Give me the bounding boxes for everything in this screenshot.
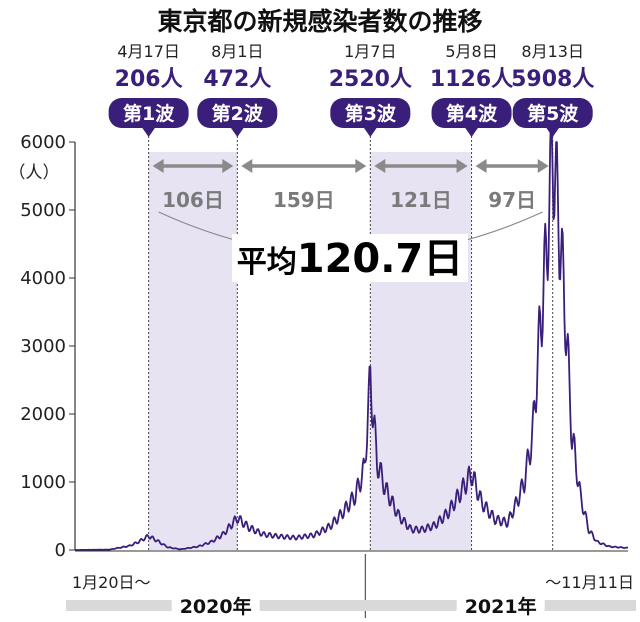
y-tick-label-6000: 6000 (20, 132, 66, 153)
wave-badge-5 (512, 98, 593, 128)
x-axis: 1月20日〜 〜11月11日 2020年 2021年 (66, 550, 636, 618)
y-tick-label-1000: 1000 (20, 472, 66, 493)
cases-series (74, 116, 629, 551)
wave-count-4: 1126人 (430, 67, 513, 92)
average-label: 平均120.7日 (237, 236, 464, 282)
x-end-label: 〜11月11日 (545, 573, 634, 592)
wave-label-3: 第3波 (345, 102, 397, 125)
average-value: 120.7日 (297, 236, 464, 282)
wave-label-4: 第4波 (446, 102, 498, 125)
cases-line (74, 116, 629, 551)
wave-count-1: 206人 (115, 67, 183, 92)
wave-date-5: 8月13日 (521, 42, 584, 61)
interval-label-1: 106日 (162, 188, 224, 212)
wave-interval-shading (148, 152, 472, 550)
y-tick-label-3000: 3000 (20, 336, 66, 357)
wave-date-4: 5月8日 (445, 42, 497, 61)
wave-count-2: 472人 (203, 67, 271, 92)
wave-pointer-2 (230, 127, 245, 137)
wave-pointer-4 (464, 127, 479, 137)
wave-count-3: 2520人 (329, 67, 412, 92)
year-label-bg-2020 (171, 594, 260, 618)
wave-count-5: 5908人 (511, 67, 594, 92)
interval-label-2: 159日 (273, 188, 335, 212)
interval-arrow-right-1 (222, 159, 234, 173)
year-label-2020: 2020年 (180, 595, 252, 618)
interval-arrow-left-2 (241, 159, 253, 173)
wave-badge-2 (197, 98, 278, 128)
interval-arrow-left-1 (152, 159, 164, 173)
average-label-bg (232, 234, 468, 282)
interval-label-3: 121日 (390, 188, 452, 212)
year-label-bg-2021 (456, 594, 545, 618)
wave-badge-3 (330, 98, 411, 128)
wave-date-1: 4月17日 (117, 42, 180, 61)
shade-band-1 (148, 152, 238, 550)
y-unit-label: （人） (9, 163, 60, 183)
wave-label-1: 第1波 (123, 102, 175, 125)
interval-arrow-left-3 (374, 159, 386, 173)
wave-pointer-1 (141, 127, 156, 137)
y-tick-label-5000: 5000 (20, 200, 66, 221)
interval-arrows: 106日 159日 121日 97日 (152, 159, 549, 212)
wave-date-3: 1月7日 (344, 42, 396, 61)
y-tick-label-2000: 2000 (20, 404, 66, 425)
y-axis: 0 1000 2000 3000 4000 5000 6000 （人） (9, 132, 76, 561)
average-word: 平均 (237, 245, 297, 280)
wave-date-2: 8月1日 (211, 42, 263, 61)
wave-label-2: 第2波 (212, 102, 264, 125)
x-start-label: 1月20日〜 (72, 573, 151, 592)
wave-pointer-5 (545, 127, 560, 137)
wave-label-5: 第5波 (527, 102, 579, 125)
chart-title: 東京都の新規感染者数の推移 (157, 7, 482, 36)
year-label-2021: 2021年 (465, 595, 537, 618)
y-tick-label-0: 0 (55, 540, 66, 561)
interval-arrow-right-4 (537, 159, 549, 173)
average-annotation: 平均120.7日 (158, 211, 543, 282)
wave-pointer-3 (363, 127, 378, 137)
wave-badge-1 (108, 98, 189, 128)
interval-arrow-right-2 (355, 159, 367, 173)
y-tick-label-4000: 4000 (20, 268, 66, 289)
interval-arrow-left-4 (475, 159, 487, 173)
interval-label-4: 97日 (488, 188, 536, 212)
year-band (66, 600, 636, 611)
wave-badge-4 (431, 98, 512, 128)
interval-arrow-right-3 (456, 159, 468, 173)
